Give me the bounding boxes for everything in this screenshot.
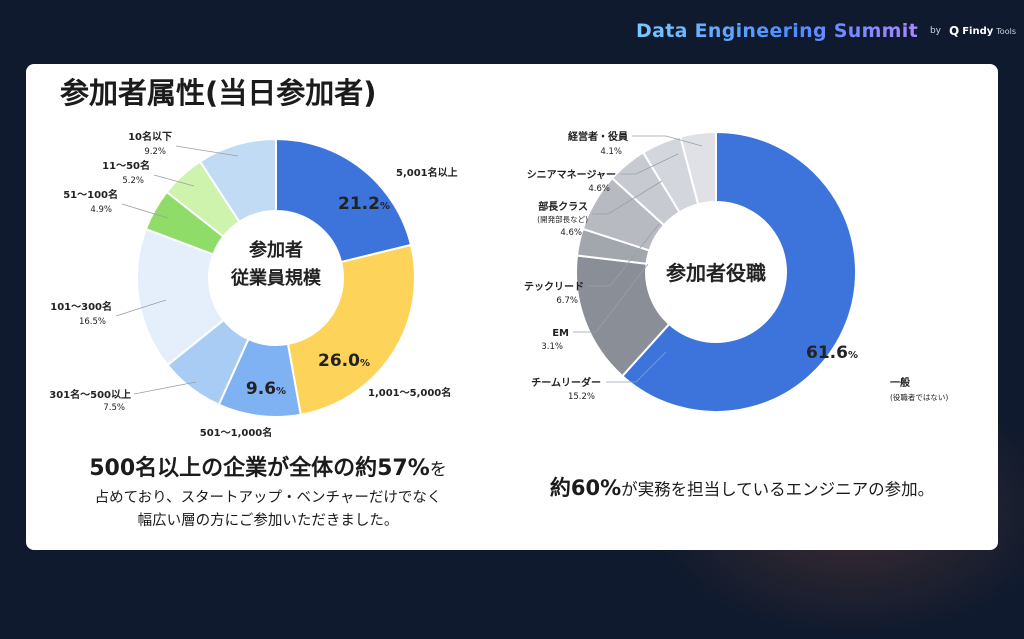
slice-label-1-1: チームリーダー — [531, 376, 601, 389]
slice-value-0-1: 26.0% — [318, 351, 370, 371]
slice-label-1-6: 経営者・役員 — [568, 130, 628, 143]
left-caption-line3: 幅広い層の方にご参加いただきました。 — [137, 513, 399, 529]
slice-label-1-0: 一般 — [890, 376, 910, 389]
brand-by: by — [929, 26, 942, 36]
right-caption-highlight: 約60% — [549, 476, 622, 500]
slice-value-0-5: 4.9% — [90, 205, 112, 215]
leader-line-1-1 — [606, 351, 667, 383]
slice-label-0-0: 5,001名以上 — [396, 166, 458, 179]
slice-value-0-0: 21.2% — [338, 194, 390, 214]
left-caption-line2: 占めており、スタートアップ・ベンチャーだけでなく — [94, 490, 442, 506]
slice-value-0-7: 9.2% — [144, 147, 166, 157]
slice-value-1-6: 4.1% — [600, 147, 622, 157]
leader-line-1-5 — [620, 153, 679, 175]
leader-line-1-3 — [588, 223, 660, 287]
left-caption: 500名以上の企業が全体の約57%を 占めており、スタートアップ・ベンチャーだけ… — [26, 450, 510, 530]
leader-line-0-3 — [133, 381, 197, 395]
slice-label-0-6: 11〜50名 — [102, 159, 150, 172]
percent-sign: % — [360, 358, 370, 369]
center-label-0-0: 参加者 — [249, 239, 303, 261]
slice-label-0-7: 10名以下 — [128, 130, 172, 143]
slice-label-0-2: 501〜1,000名 — [200, 426, 273, 439]
slice-label-1-4: 部長クラス — [538, 200, 588, 213]
slice-label-1-3: テックリード — [524, 281, 584, 293]
leader-line-1-4 — [592, 180, 663, 215]
left-caption-highlight: 500名以上の企業が全体の約57% — [89, 456, 430, 481]
center-label-1-0: 参加者役職 — [666, 261, 766, 285]
left-caption-tail: を — [429, 460, 447, 480]
findy-logo-mark: Q — [949, 24, 960, 38]
leader-line-1-2 — [573, 263, 649, 333]
percent-sign: % — [848, 350, 858, 361]
slice-sublabel-1-0: (役職者ではない) — [890, 392, 948, 402]
slice-value-1-0: 61.6% — [806, 343, 858, 363]
slice-label-1-2: EM — [552, 328, 569, 339]
slice-value-0-2: 9.6% — [246, 379, 286, 399]
slice-value-1-4: 4.6% — [560, 228, 582, 238]
leader-line-0-4 — [115, 299, 167, 317]
donut-hole-1 — [646, 202, 786, 342]
slide-card: 参加者属性(当日参加者) 参加者従業員規模 21.2% 5,001名以上 26.0% 1… — [26, 64, 998, 550]
slice-label-0-3: 301名〜500以上 — [49, 388, 131, 401]
brand-header: Data Engineering Summit by Q Findy Tools — [636, 20, 1016, 42]
findy-logo: Q Findy Tools — [949, 24, 1016, 38]
slice-label-1-5: シニアマネージャー — [527, 169, 616, 181]
percent-sign: % — [276, 386, 286, 397]
slice-value-0-4: 16.5% — [79, 317, 106, 327]
leader-line-0-7 — [175, 145, 239, 157]
right-caption-tail: が実務を担当しているエンジニアの参加。 — [621, 480, 935, 499]
slice-value-1-5: 4.6% — [588, 184, 610, 194]
event-title: Data Engineering Summit — [636, 20, 918, 42]
slice-value-0-6: 5.2% — [122, 176, 144, 186]
percent-sign: % — [380, 201, 390, 212]
slice-label-0-5: 51〜100名 — [63, 188, 118, 201]
slice-value-0-3: 7.5% — [103, 403, 125, 413]
findy-logo-suffix: Tools — [996, 26, 1016, 36]
donut-hole-0 — [209, 211, 343, 345]
page-title: 参加者属性(当日参加者) — [60, 76, 377, 110]
leader-line-0-6 — [153, 174, 195, 187]
center-label-0-1: 従業員規模 — [230, 267, 322, 289]
findy-logo-name: Findy — [962, 25, 994, 37]
slice-value-1-1: 15.2% — [568, 392, 595, 402]
slice-label-0-4: 101〜300名 — [50, 300, 112, 313]
slice-value-1-3: 6.7% — [556, 296, 578, 306]
slice-value-1-2: 3.1% — [541, 342, 563, 352]
right-caption: 約60%が実務を担当しているエンジニアの参加。 — [512, 472, 972, 502]
slice-sublabel-1-4: (開発部長など) — [537, 214, 588, 224]
leader-line-1-6 — [632, 135, 703, 147]
slice-label-0-1: 1,001〜5,000名 — [368, 386, 451, 399]
leader-line-0-5 — [121, 203, 169, 219]
